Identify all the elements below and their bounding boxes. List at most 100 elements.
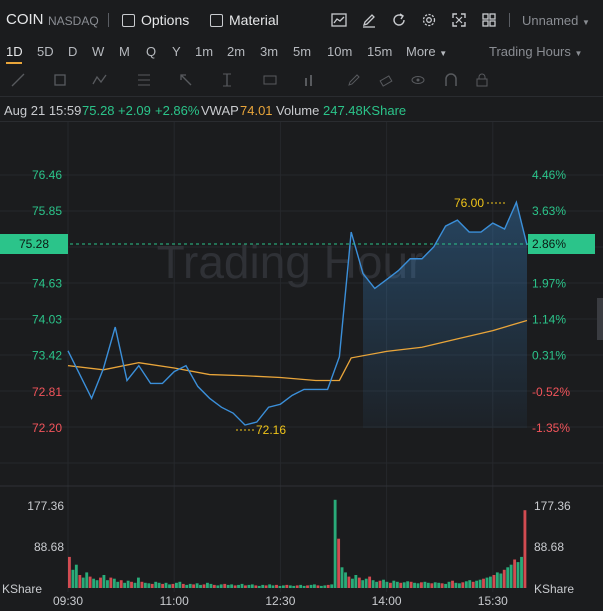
material-button[interactable]: Material bbox=[210, 12, 279, 28]
vwap-label: VWAP bbox=[201, 103, 239, 118]
volume-bar bbox=[337, 538, 341, 588]
material-icon bbox=[210, 13, 223, 27]
period-1d[interactable]: 1D bbox=[6, 44, 23, 59]
volume-label: Volume bbox=[276, 103, 320, 118]
period-5m[interactable]: 5m bbox=[293, 44, 312, 59]
right-scrollbar[interactable] bbox=[597, 298, 603, 340]
volume-axis-mid: 88.68 bbox=[34, 540, 64, 554]
volume-bar bbox=[382, 579, 385, 588]
volume-axis-max: 177.36 bbox=[27, 499, 64, 513]
volume-bar bbox=[309, 584, 313, 588]
period-2m[interactable]: 2m bbox=[227, 44, 246, 59]
period-w[interactable]: W bbox=[92, 44, 105, 59]
eye-icon[interactable] bbox=[410, 72, 426, 88]
volume-bar bbox=[282, 585, 285, 588]
low-marker: 72.16 bbox=[256, 423, 286, 437]
indicator-icon[interactable] bbox=[331, 12, 347, 28]
time-axis: 09:30 11:00 12:30 14:00 15:30 bbox=[53, 594, 508, 608]
toolbar-divider bbox=[108, 13, 109, 27]
bar-tool-icon[interactable] bbox=[302, 72, 318, 88]
volume-bar bbox=[306, 585, 309, 588]
volume-bar bbox=[285, 584, 289, 588]
period-m[interactable]: M bbox=[119, 44, 130, 59]
rectangle-tool-icon[interactable] bbox=[52, 72, 68, 88]
price-axis-label-2: 74.63 bbox=[32, 277, 62, 291]
volume-bar bbox=[313, 584, 316, 588]
volume-bar bbox=[347, 576, 351, 588]
volume-bar bbox=[164, 582, 168, 588]
options-button[interactable]: Options bbox=[122, 12, 189, 28]
period-10m[interactable]: 10m bbox=[327, 44, 353, 59]
price-line bbox=[67, 200, 528, 426]
volume-bar bbox=[378, 580, 382, 588]
draw-pencil-icon[interactable] bbox=[361, 12, 377, 28]
volume-bar bbox=[371, 580, 375, 588]
volume-bar bbox=[244, 585, 247, 588]
volume-bar bbox=[226, 584, 230, 588]
edit-tool-icon[interactable] bbox=[346, 72, 362, 88]
fullscreen-icon[interactable] bbox=[451, 12, 467, 28]
volume-bar bbox=[354, 575, 358, 588]
layout-name-dropdown[interactable]: Unnamed ▼ bbox=[522, 13, 590, 28]
trendline-tool-icon[interactable] bbox=[10, 72, 26, 88]
session-mode-label: Trading Hours bbox=[489, 44, 571, 59]
refresh-icon[interactable] bbox=[391, 12, 407, 28]
volume-bar bbox=[271, 585, 275, 588]
chevron-down-icon: ▼ bbox=[574, 49, 583, 58]
pct-axis-label-2: 1.97% bbox=[532, 277, 566, 291]
period-q[interactable]: Q bbox=[146, 44, 157, 59]
time-axis-label-4: 15:30 bbox=[478, 594, 508, 608]
volume-bar bbox=[78, 575, 82, 588]
period-3m[interactable]: 3m bbox=[260, 44, 279, 59]
period-5d[interactable]: 5D bbox=[37, 44, 54, 59]
volume-bar bbox=[506, 567, 510, 588]
watermark: Trading Hour bbox=[157, 236, 424, 288]
volume-bar bbox=[509, 564, 513, 588]
symbol-ticker[interactable]: COIN bbox=[6, 11, 44, 28]
volume-bar bbox=[68, 556, 71, 588]
vwap-value: 74.01 bbox=[240, 103, 273, 118]
period-more-label: More bbox=[406, 44, 436, 59]
volume-bar bbox=[516, 562, 520, 588]
volume-unit-left: KShare bbox=[2, 582, 42, 596]
volume-bar bbox=[178, 581, 182, 588]
volume-bar bbox=[175, 582, 178, 588]
pattern-tool-icon[interactable] bbox=[92, 72, 108, 88]
magnet-icon[interactable] bbox=[443, 72, 459, 88]
intraday-chart[interactable]: Trading Hour 76.46 75.85 74.63 74.03 73.42 72… bbox=[0, 122, 603, 611]
measure-tool-icon[interactable] bbox=[219, 72, 235, 88]
volume-bar bbox=[385, 581, 389, 588]
volume-bar bbox=[361, 580, 365, 588]
period-d[interactable]: D bbox=[68, 44, 78, 59]
eraser-tool-icon[interactable] bbox=[378, 72, 394, 88]
quote-datetime: Aug 21 15:59 bbox=[4, 103, 82, 118]
period-15m[interactable]: 15m bbox=[367, 44, 393, 59]
period-more-dropdown[interactable]: More ▼ bbox=[406, 44, 447, 59]
fib-tool-icon[interactable] bbox=[136, 72, 152, 88]
settings-gear-icon[interactable] bbox=[421, 12, 437, 28]
volume-bar bbox=[168, 584, 171, 588]
period-1m[interactable]: 1m bbox=[195, 44, 214, 59]
volume-bar bbox=[454, 582, 458, 588]
volume-bar bbox=[292, 585, 296, 588]
volume-bar bbox=[71, 569, 75, 588]
volume-bar bbox=[147, 583, 151, 588]
volume-bar bbox=[451, 580, 454, 588]
layout-grid-icon[interactable] bbox=[481, 12, 497, 28]
period-y[interactable]: Y bbox=[172, 44, 181, 59]
session-mode-dropdown[interactable]: Trading Hours ▼ bbox=[489, 44, 582, 59]
pct-axis-label-6: -1.35% bbox=[532, 421, 570, 435]
volume-unit-right: KShare bbox=[534, 582, 574, 596]
lock-icon[interactable] bbox=[474, 72, 490, 88]
arrow-tool-icon[interactable] bbox=[178, 72, 194, 88]
volume-bar bbox=[295, 585, 299, 588]
quote-summary-bar: Aug 21 15:59 75.28 +2.09 +2.86% VWAP 74.… bbox=[0, 96, 603, 122]
material-label: Material bbox=[229, 12, 279, 28]
text-tool-icon[interactable] bbox=[262, 72, 278, 88]
pct-axis-label-0: 4.46% bbox=[532, 168, 566, 182]
pct-axis-label-5: -0.52% bbox=[532, 385, 570, 399]
volume-bar bbox=[502, 569, 506, 588]
high-marker: 76.00 bbox=[454, 196, 484, 210]
quote-price: 75.28 bbox=[82, 103, 115, 118]
volume-bar bbox=[468, 580, 472, 588]
